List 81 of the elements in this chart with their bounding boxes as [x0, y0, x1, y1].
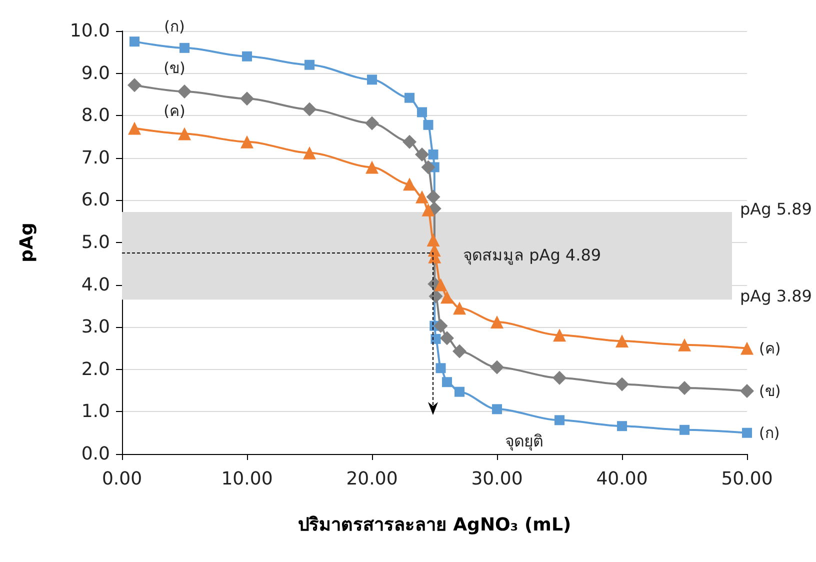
- point: [617, 421, 627, 432]
- point: [490, 316, 504, 329]
- point: [403, 178, 416, 191]
- point: [440, 290, 454, 304]
- point: [428, 150, 438, 160]
- point: [616, 334, 628, 348]
- y-axis-title: pAg: [16, 222, 38, 262]
- annotation: จุดยุติ: [505, 432, 543, 452]
- point: [366, 160, 378, 174]
- point: [178, 127, 191, 140]
- point: [417, 107, 427, 118]
- point: [426, 233, 440, 246]
- point: [740, 384, 754, 398]
- point: [180, 42, 190, 53]
- x-tick-label: 30.00: [471, 468, 523, 490]
- point: [440, 331, 454, 346]
- point: [680, 424, 690, 435]
- point: [490, 360, 504, 374]
- y-tick-label: 6.0: [81, 190, 110, 211]
- point: [554, 415, 564, 426]
- point: [740, 342, 754, 355]
- point: [242, 51, 252, 62]
- y-tick-label: 10.0: [70, 20, 110, 42]
- point: [130, 36, 140, 47]
- point: [402, 134, 416, 149]
- y-tick-label: 0.0: [81, 444, 110, 464]
- annotation: pAg 3.89: [740, 286, 812, 306]
- point: [442, 377, 452, 388]
- point: [452, 344, 466, 358]
- y-tick-label: 4.0: [81, 274, 110, 296]
- x-tick-label: 40.00: [596, 468, 648, 490]
- series-label: (ก): [759, 424, 780, 442]
- point: [421, 160, 436, 174]
- x-tick-label: 0.00: [102, 468, 142, 490]
- point: [302, 102, 316, 116]
- point: [434, 318, 448, 333]
- y-tick-label: 1.0: [81, 401, 110, 422]
- point: [434, 278, 448, 292]
- y-tick-label: 8.0: [81, 105, 110, 126]
- point: [678, 338, 691, 352]
- point: [553, 328, 566, 342]
- point: [367, 74, 377, 85]
- point: [240, 92, 254, 106]
- point: [128, 78, 142, 92]
- series-label: (ค): [759, 339, 781, 358]
- y-tick-label: 7.0: [81, 147, 110, 168]
- point: [303, 146, 316, 160]
- point: [426, 190, 440, 204]
- y-tick-label: 9.0: [81, 62, 110, 84]
- text: (ข): [164, 58, 186, 77]
- point: [454, 386, 464, 397]
- annotation: pAg 5.89: [740, 200, 812, 218]
- point: [304, 60, 314, 70]
- point: [552, 370, 566, 385]
- x-tick-label: 10.00: [221, 468, 273, 490]
- y-tick-label: 5.0: [81, 232, 110, 253]
- point: [423, 120, 434, 130]
- point: [128, 122, 141, 135]
- point: [240, 135, 254, 148]
- point: [415, 148, 429, 162]
- x-tick-label: 20.00: [346, 468, 398, 490]
- annotation: จุดสมมูล pAg 4.89: [463, 246, 602, 266]
- y-tick-label: 3.0: [81, 316, 110, 338]
- point: [678, 381, 692, 396]
- point: [742, 428, 752, 438]
- point: [416, 190, 428, 204]
- y-tick-label: 2.0: [81, 358, 110, 380]
- text: (ก): [164, 17, 185, 36]
- point: [453, 302, 466, 315]
- point: [492, 404, 502, 414]
- series-label: (ข): [759, 382, 781, 400]
- point: [436, 363, 446, 374]
- point: [430, 334, 441, 344]
- point: [178, 84, 192, 98]
- x-tick-label: 50.00: [721, 468, 773, 490]
- point: [615, 377, 629, 392]
- point: [404, 92, 414, 103]
- point: [422, 203, 435, 216]
- point: [365, 116, 379, 130]
- x-axis-title: ปริมาตรสารละลาย AgNO₃ (mL): [298, 514, 572, 536]
- text: (ค): [164, 102, 186, 120]
